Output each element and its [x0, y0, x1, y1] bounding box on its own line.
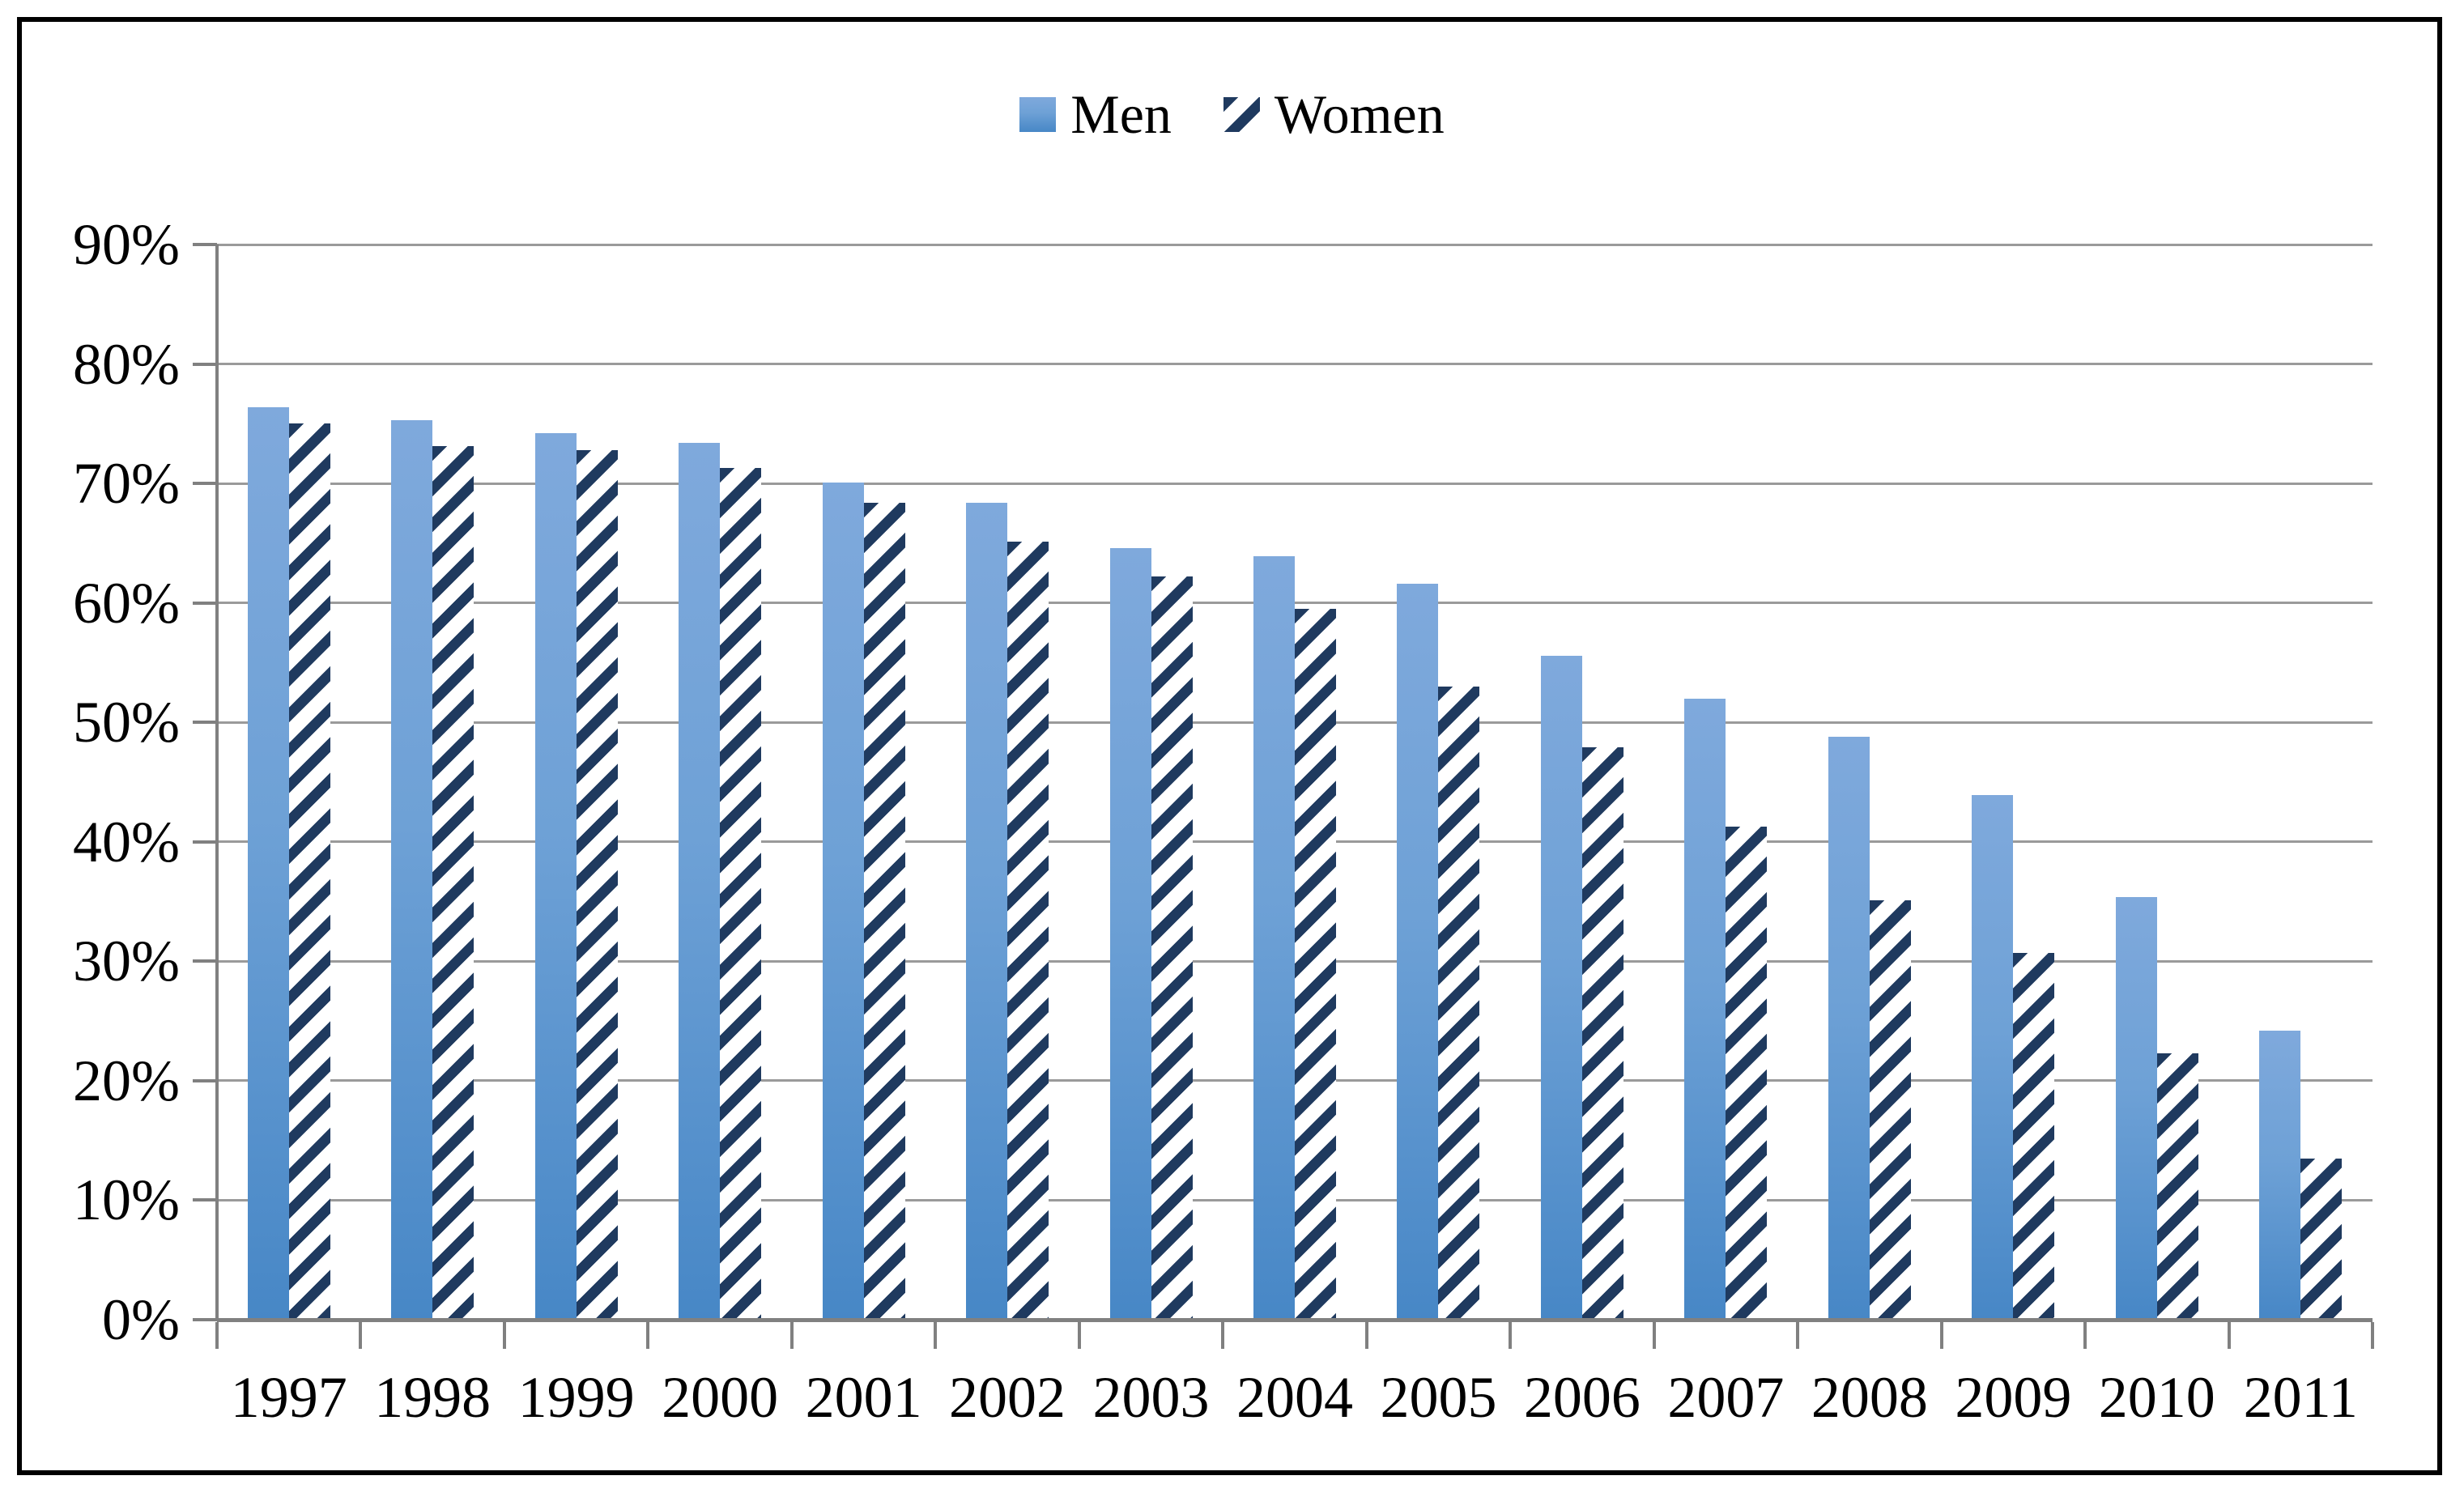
bar-men-2002: [966, 502, 1008, 1320]
y-tick-10: [193, 1198, 217, 1202]
y-axis-line: [215, 245, 219, 1321]
y-tick-70: [193, 482, 217, 486]
x-axis-label-2004: 2004: [1236, 1365, 1353, 1430]
bar-men-2004: [1253, 556, 1295, 1320]
y-axis-label-80: 80%: [73, 331, 180, 397]
y-tick-30: [193, 959, 217, 963]
y-tick-40: [193, 840, 217, 844]
x-axis-label-2003: 2003: [1092, 1365, 1210, 1430]
x-axis-line: [217, 1318, 2373, 1322]
bar-women-2000: [720, 467, 762, 1320]
bar-women-2003: [1151, 576, 1193, 1320]
legend-swatch-men: [1019, 96, 1057, 132]
y-axis-label-30: 30%: [73, 929, 180, 994]
x-axis-label-2007: 2007: [1667, 1365, 1785, 1430]
bar-men-2008: [1828, 736, 1870, 1320]
x-axis-label-2011: 2011: [2243, 1365, 2358, 1430]
bar-men-1998: [391, 419, 433, 1320]
bar-men-2005: [1397, 584, 1439, 1320]
bar-women-2002: [1007, 542, 1049, 1320]
bar-women-2011: [2300, 1158, 2343, 1320]
x-tick-12: [1939, 1322, 1943, 1349]
x-axis-label-2000: 2000: [662, 1365, 779, 1430]
bar-women-1999: [576, 449, 618, 1320]
legend: Men Women: [0, 78, 2464, 151]
x-axis-label-1999: 1999: [517, 1365, 635, 1430]
bar-men-2010: [2115, 896, 2157, 1320]
bar-women-2007: [1726, 826, 1768, 1320]
y-tick-20: [193, 1078, 217, 1082]
bar-women-2008: [1869, 900, 1911, 1320]
gridline-80: [217, 363, 2373, 366]
gridline-60: [217, 602, 2373, 605]
bar-men-2007: [1684, 698, 1726, 1320]
y-axis-label-50: 50%: [73, 690, 180, 755]
y-axis-label-0: 0%: [102, 1287, 180, 1352]
x-axis-label-2005: 2005: [1380, 1365, 1497, 1430]
x-tick-0: [215, 1322, 219, 1349]
y-axis-label-70: 70%: [73, 451, 180, 517]
bar-men-2011: [2259, 1030, 2301, 1320]
y-axis-label-10: 10%: [73, 1167, 180, 1233]
y-axis-label-90: 90%: [73, 212, 180, 277]
bar-women-2010: [2156, 1053, 2198, 1320]
bar-women-1997: [288, 423, 330, 1320]
legend-label-women: Women: [1274, 83, 1445, 145]
x-tick-1: [359, 1322, 363, 1349]
bar-women-2009: [2013, 953, 2055, 1320]
y-axis-label-40: 40%: [73, 809, 180, 874]
bar-men-2006: [1540, 655, 1582, 1320]
bar-men-2003: [1109, 547, 1151, 1320]
x-tick-4: [789, 1322, 794, 1349]
gridline-90: [217, 243, 2373, 246]
x-tick-9: [1509, 1322, 1513, 1349]
chart-border: [17, 17, 2442, 1475]
bar-men-1997: [247, 406, 289, 1320]
bar-women-2006: [1581, 747, 1624, 1320]
bar-men-2000: [679, 442, 721, 1320]
x-axis-label-1998: 1998: [374, 1365, 492, 1430]
x-tick-8: [1364, 1322, 1368, 1349]
y-axis-label-20: 20%: [73, 1048, 180, 1113]
bar-women-2005: [1438, 686, 1480, 1320]
bar-men-2009: [1972, 795, 2014, 1320]
bar-men-2001: [822, 482, 864, 1320]
y-tick-90: [193, 243, 217, 246]
x-tick-11: [1796, 1322, 1800, 1349]
y-tick-80: [193, 362, 217, 366]
x-tick-2: [502, 1322, 506, 1349]
bar-women-2001: [863, 502, 905, 1320]
x-tick-7: [1221, 1322, 1225, 1349]
legend-swatch-women: [1223, 96, 1260, 132]
x-axis-label-1997: 1997: [230, 1365, 347, 1430]
x-axis-label-2006: 2006: [1523, 1365, 1641, 1430]
bar-women-2004: [1295, 609, 1336, 1320]
x-axis-label-2009: 2009: [1955, 1365, 2072, 1430]
x-axis-label-2010: 2010: [2098, 1365, 2215, 1430]
x-tick-13: [2083, 1322, 2087, 1349]
x-tick-10: [1652, 1322, 1656, 1349]
x-tick-6: [1077, 1322, 1081, 1349]
y-tick-60: [193, 601, 217, 605]
x-tick-3: [646, 1322, 650, 1349]
x-tick-5: [934, 1322, 938, 1349]
y-tick-0: [193, 1318, 217, 1321]
x-axis-label-2002: 2002: [949, 1365, 1066, 1430]
bar-women-1998: [432, 446, 475, 1320]
legend-label-men: Men: [1070, 83, 1172, 145]
gridline-70: [217, 482, 2373, 485]
x-axis-label-2008: 2008: [1811, 1365, 1928, 1430]
y-axis-label-60: 60%: [73, 570, 180, 636]
x-axis-label-2001: 2001: [805, 1365, 922, 1430]
x-tick-15: [2371, 1322, 2374, 1349]
y-tick-50: [193, 721, 217, 725]
x-tick-14: [2227, 1322, 2231, 1349]
bar-men-1999: [534, 433, 577, 1320]
